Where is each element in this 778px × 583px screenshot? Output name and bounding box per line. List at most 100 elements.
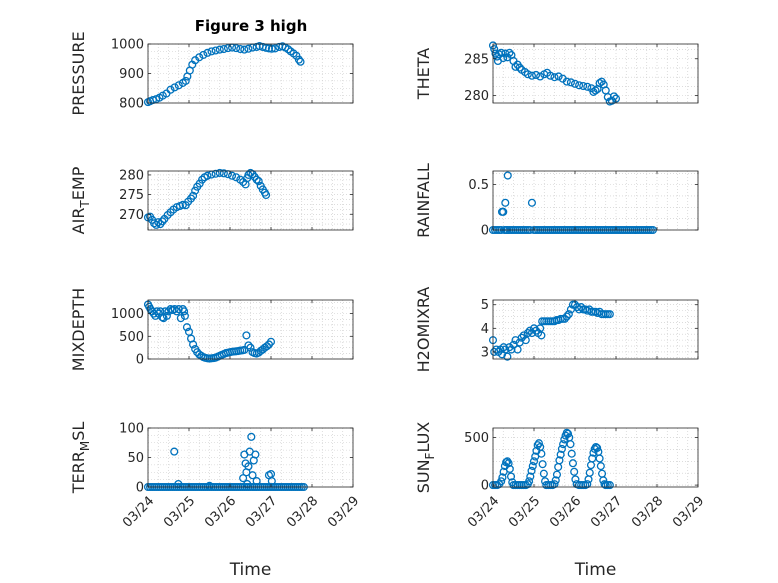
- data-point: [252, 175, 261, 184]
- data-point: [527, 71, 536, 80]
- data-point: [181, 76, 190, 85]
- data-point: [568, 459, 577, 468]
- data-point: [595, 454, 604, 463]
- data-point: [557, 444, 566, 453]
- data-point: [246, 343, 255, 352]
- data-point: [585, 468, 594, 477]
- y-tick-label: 280: [464, 89, 489, 104]
- data-point: [550, 73, 559, 82]
- data-point: [523, 70, 532, 79]
- data-point: [560, 314, 569, 323]
- data-point: [571, 475, 580, 484]
- data-point: [523, 328, 532, 338]
- axes-box: [492, 427, 699, 488]
- data-point: [527, 466, 536, 475]
- subplot-air-temp: 270 275 280 AIRTEMP: [69, 166, 354, 234]
- data-point: [264, 44, 274, 53]
- x-tick-label: 03/26: [547, 494, 584, 531]
- data-point: [271, 44, 280, 53]
- data-point: [215, 45, 224, 54]
- data-point: [596, 462, 605, 471]
- y-tick-label: 800: [119, 97, 144, 112]
- data-point: [575, 81, 584, 90]
- y-axis-label: PRESSURE: [69, 31, 88, 115]
- data-point: [515, 63, 524, 72]
- data-point: [162, 311, 171, 320]
- data-point: [215, 168, 224, 178]
- x-tick-label: 03/28: [284, 494, 321, 531]
- data-point: [152, 307, 162, 316]
- data-point: [170, 305, 179, 314]
- data-point: [243, 479, 252, 489]
- x-tick-label: 03/29: [670, 494, 707, 531]
- data-point: [554, 72, 563, 81]
- data-point: [527, 328, 536, 338]
- y-tick-label: 1000: [111, 38, 144, 53]
- data-point: [170, 447, 179, 456]
- data-point: [519, 331, 528, 340]
- x-tick-label: 03/24: [465, 494, 502, 531]
- data-point: [566, 440, 575, 449]
- data-point: [536, 72, 545, 81]
- x-tick-label: 03/29: [325, 494, 362, 531]
- data-point: [570, 467, 579, 476]
- data-point: [591, 442, 600, 452]
- data-point: [537, 449, 546, 458]
- data-point: [505, 343, 514, 352]
- data-point: [550, 480, 559, 489]
- data-point: [219, 44, 228, 54]
- y-tick-label: 275: [119, 188, 144, 203]
- data-point: [195, 53, 204, 62]
- data-point: [501, 198, 510, 207]
- subplot-mixdepth: 0 500 1000 MIXDEPTH: [69, 288, 354, 371]
- data-point: [158, 217, 167, 226]
- data-point: [562, 428, 571, 437]
- data-point: [262, 190, 271, 200]
- series-markers: [488, 300, 614, 361]
- data-point: [556, 450, 565, 459]
- data-point: [174, 479, 183, 489]
- data-point: [503, 53, 512, 62]
- data-point: [534, 439, 543, 448]
- data-point: [503, 171, 512, 180]
- data-point: [506, 472, 516, 481]
- data-point: [205, 481, 214, 490]
- data-point: [570, 79, 580, 88]
- data-point: [599, 476, 608, 485]
- data-point: [247, 432, 256, 441]
- data-point: [505, 48, 514, 57]
- data-point: [564, 310, 573, 319]
- y-tick-label: 285: [464, 52, 489, 67]
- data-point: [521, 336, 530, 345]
- data-point: [252, 477, 261, 486]
- data-point: [562, 312, 571, 321]
- data-point: [591, 86, 600, 95]
- data-point: [176, 314, 185, 323]
- data-point: [239, 474, 248, 483]
- series-markers: [143, 300, 276, 363]
- data-point: [567, 449, 576, 458]
- data-point: [244, 462, 253, 471]
- data-point: [203, 171, 212, 180]
- y-tick-label: 0: [481, 479, 489, 494]
- data-point: [490, 45, 499, 54]
- x-tick-label: 03/27: [588, 494, 625, 531]
- axes-box: [492, 299, 699, 360]
- data-point: [211, 46, 220, 55]
- data-point: [560, 435, 569, 444]
- data-point: [223, 44, 233, 53]
- subplot-h2omixra: 3 4 5 H2OMIXRA: [414, 287, 699, 372]
- y-tick-label: 50: [127, 451, 144, 466]
- data-point: [546, 71, 555, 80]
- data-point: [583, 82, 592, 91]
- axes-box: [147, 170, 354, 231]
- data-point: [244, 44, 253, 53]
- data-point: [555, 456, 564, 465]
- data-point: [296, 57, 305, 66]
- x-tick-label: 03/28: [629, 494, 666, 531]
- data-point: [529, 457, 539, 466]
- data-point: [267, 477, 276, 486]
- data-point: [577, 303, 586, 312]
- data-point: [174, 81, 183, 90]
- data-point: [503, 457, 512, 466]
